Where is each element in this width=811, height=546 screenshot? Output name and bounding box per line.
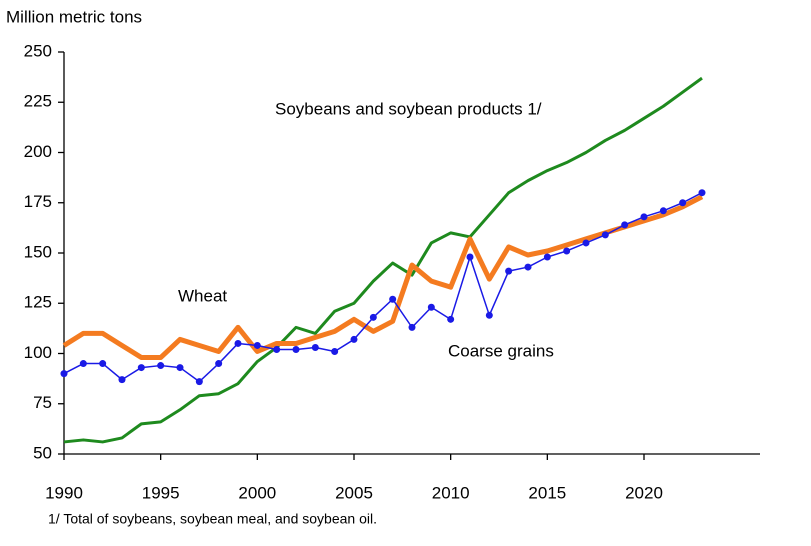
y-tick-label: 50 [33,443,52,462]
y-tick-label: 225 [24,92,52,111]
x-tick-label: 2005 [335,483,373,502]
point [408,323,416,331]
point [485,311,493,319]
point [543,253,551,261]
point [273,345,281,353]
point [369,313,377,321]
point [253,341,261,349]
x-tick-label: 2015 [528,483,566,502]
y-tick-label: 175 [24,192,52,211]
point [679,199,687,207]
point [176,364,184,372]
y-tick-label: 100 [24,343,52,362]
x-tick-label: 1990 [45,483,83,502]
point [292,345,300,353]
point [524,263,532,271]
x-tick-label: 2010 [432,483,470,502]
point [621,221,629,229]
series-label: Coarse grains [448,341,554,360]
point [157,362,165,370]
point [195,378,203,386]
series-line [63,192,703,383]
point [79,360,87,368]
point [60,370,68,378]
point [215,360,223,368]
footnote: 1/ Total of soybeans, soybean meal, and … [48,511,377,527]
y-axis-label: Million metric tons [6,7,142,26]
point [447,315,455,323]
point [350,335,358,343]
point [234,339,242,347]
point [331,347,339,355]
point [582,239,590,247]
x-tick-label: 2020 [625,483,663,502]
point [466,253,474,261]
y-tick-label: 200 [24,142,52,161]
point [118,376,126,384]
y-tick-label: 75 [33,393,52,412]
y-tick-label: 125 [24,293,52,312]
point [601,231,609,239]
point [640,213,648,221]
point [389,295,397,303]
point [505,267,513,275]
series-line [63,76,703,444]
x-tick-label: 2000 [238,483,276,502]
y-tick-label: 250 [24,41,52,60]
x-tick-label: 1995 [142,483,180,502]
point [137,364,145,372]
point [99,360,107,368]
series-label: Soybeans and soybean products 1/ [275,99,542,118]
series-line [62,194,704,361]
point [427,303,435,311]
point [563,247,571,255]
series-label: Wheat [178,286,227,305]
point [698,189,706,197]
y-tick-label: 150 [24,242,52,261]
point [659,207,667,215]
point [311,343,319,351]
